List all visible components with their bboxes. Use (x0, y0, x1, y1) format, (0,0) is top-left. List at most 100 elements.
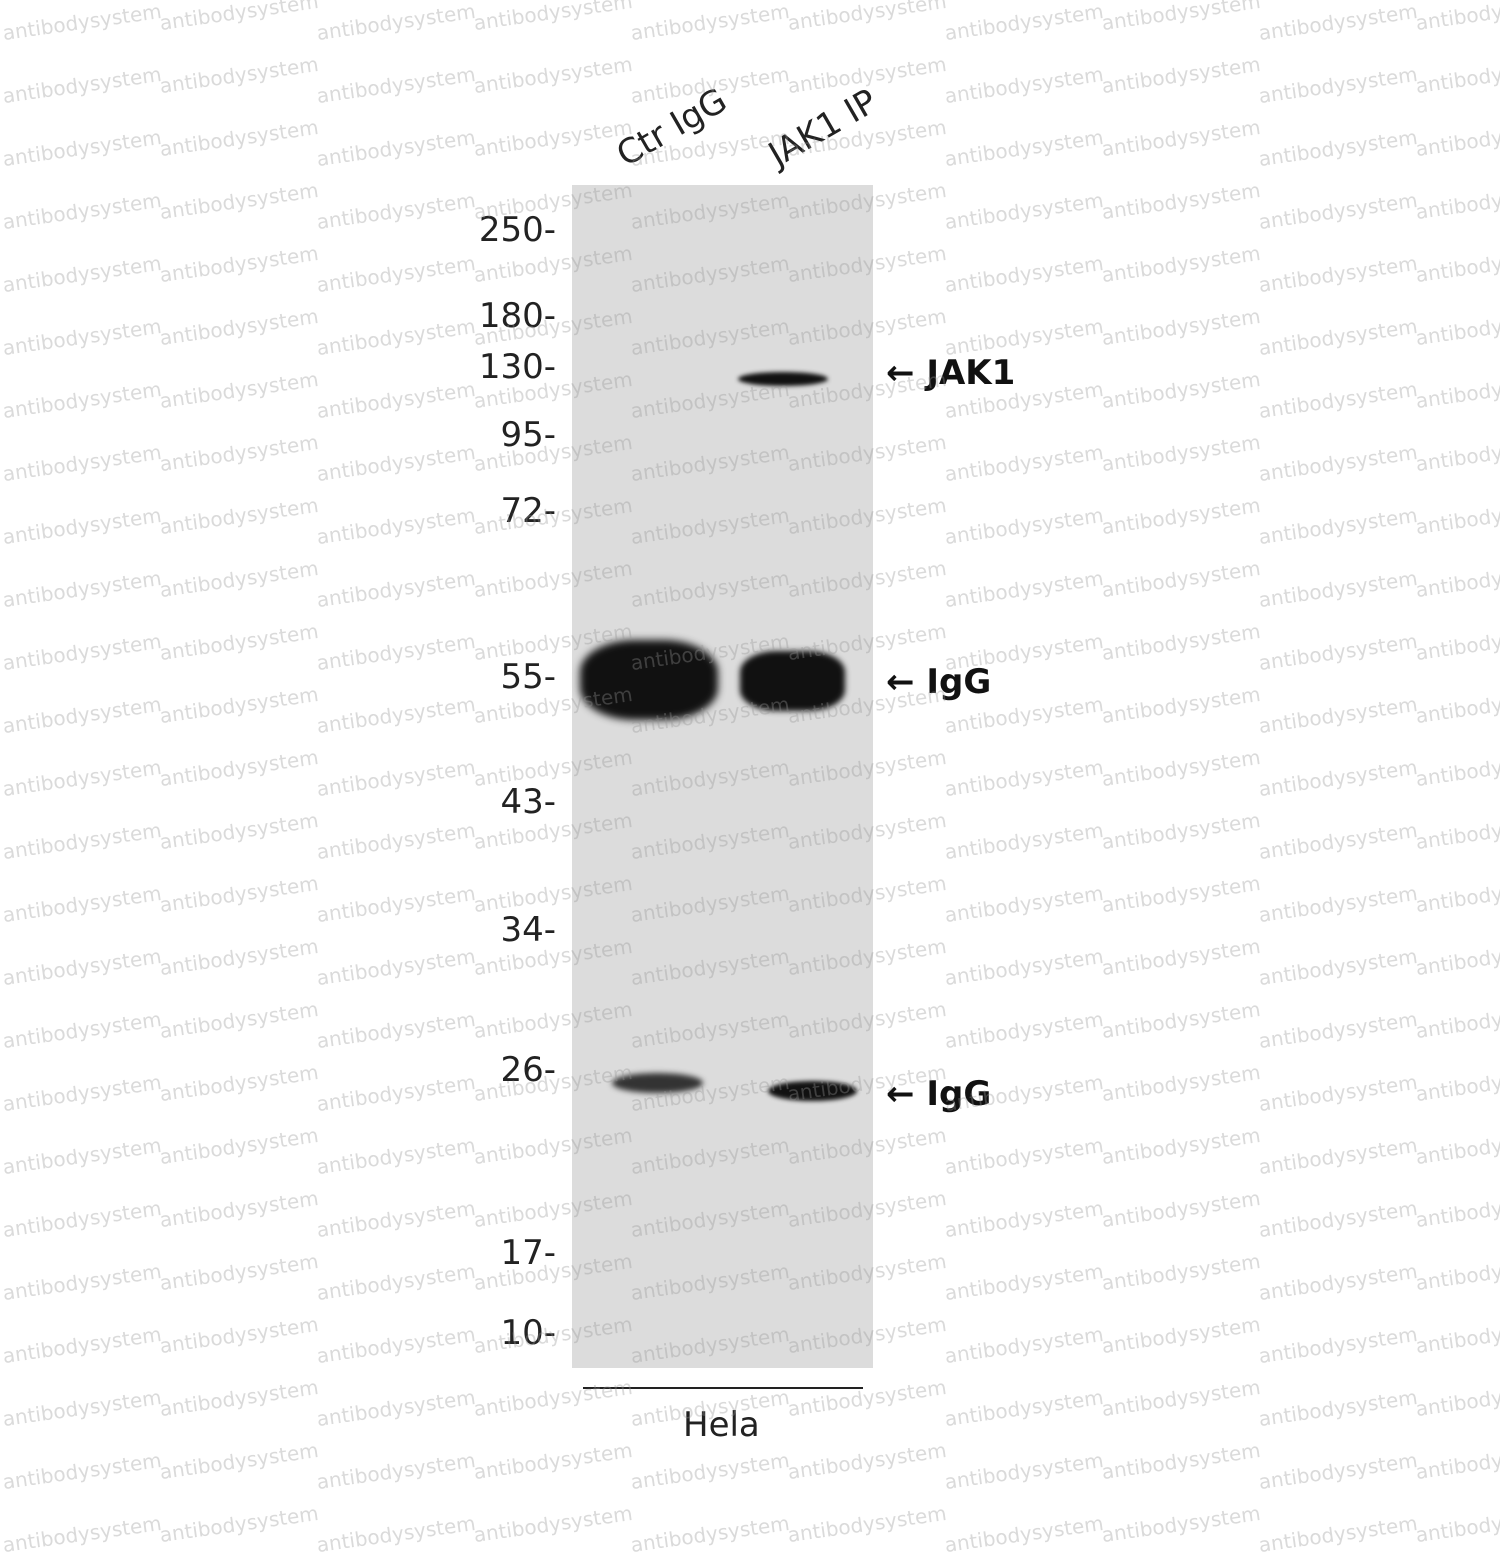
watermark-text: antibodysystem (1257, 1258, 1420, 1306)
watermark-text: antibodysystem (1100, 114, 1263, 162)
watermark-text: antibodysystem (1257, 691, 1420, 739)
watermark-text: antibodysystem (943, 1195, 1106, 1243)
watermark-text: antibodysystem (1257, 1510, 1420, 1557)
watermark-text: antibodysystem (1, 61, 164, 109)
watermark-text: antibodysystem (472, 1374, 635, 1422)
lane-label-ctr-igg: Ctr IgG (610, 80, 734, 175)
annotation-jak1: ← JAK1 (886, 353, 1016, 393)
watermark-text: antibodysystem (1100, 492, 1263, 540)
watermark-text: antibodysystem (1257, 313, 1420, 361)
sample-underline (583, 1387, 863, 1389)
watermark-text: antibodysystem (1414, 51, 1500, 99)
band-igg-heavy-ip (740, 651, 845, 711)
watermark-text: antibodysystem (1, 565, 164, 613)
band-igg-light-ip (768, 1081, 857, 1101)
watermark-text: antibodysystem (1, 0, 164, 46)
watermark-text: antibodysystem (1, 1069, 164, 1117)
watermark-text: antibodysystem (315, 628, 478, 676)
watermark-text: antibodysystem (315, 1006, 478, 1054)
watermark-text: antibodysystem (158, 870, 321, 918)
watermark-text: antibodysystem (1100, 744, 1263, 792)
sample-label: Hela (683, 1405, 760, 1445)
watermark-text: antibodysystem (1100, 366, 1263, 414)
watermark-text: antibodysystem (1100, 996, 1263, 1044)
watermark-text: antibodysystem (315, 376, 478, 424)
watermark-text: antibodysystem (158, 1122, 321, 1170)
watermark-text: antibodysystem (943, 880, 1106, 928)
watermark-text: antibodysystem (315, 187, 478, 235)
watermark-text: antibodysystem (1257, 439, 1420, 487)
watermark-text: antibodysystem (1100, 303, 1263, 351)
watermark-text: antibodysystem (943, 943, 1106, 991)
band-igg-heavy-ctr (580, 640, 718, 720)
watermark-text: antibodysystem (315, 1384, 478, 1432)
watermark-text: antibodysystem (1, 124, 164, 172)
watermark-text: antibodysystem (943, 1258, 1106, 1306)
watermark-text: antibodysystem (943, 565, 1106, 613)
marker-55: 55- (500, 657, 556, 697)
watermark-text: antibodysystem (1, 1258, 164, 1306)
blot-membrane (572, 185, 873, 1368)
watermark-text: antibodysystem (1414, 303, 1500, 351)
watermark-text: antibodysystem (315, 1069, 478, 1117)
watermark-text: antibodysystem (1414, 555, 1500, 603)
watermark-text: antibodysystem (315, 1132, 478, 1180)
watermark-text: antibodysystem (1257, 376, 1420, 424)
watermark-text: antibodysystem (943, 0, 1106, 46)
watermark-text: antibodysystem (158, 618, 321, 666)
watermark-text: antibodysystem (1, 187, 164, 235)
watermark-text: antibodysystem (1257, 943, 1420, 991)
watermark-text: antibodysystem (315, 880, 478, 928)
watermark-text: antibodysystem (158, 555, 321, 603)
band-igg-light-ctr (612, 1073, 703, 1093)
watermark-text: antibodysystem (1100, 429, 1263, 477)
watermark-text: antibodysystem (315, 1321, 478, 1369)
watermark-text: antibodysystem (1414, 1500, 1500, 1548)
watermark-text: antibodysystem (158, 807, 321, 855)
watermark-text: antibodysystem (158, 51, 321, 99)
watermark-text: antibodysystem (315, 61, 478, 109)
watermark-text: antibodysystem (1257, 1195, 1420, 1243)
watermark-text: antibodysystem (158, 996, 321, 1044)
watermark-text: antibodysystem (1414, 1311, 1500, 1359)
watermark-text: antibodysystem (1, 313, 164, 361)
watermark-text: antibodysystem (1100, 555, 1263, 603)
watermark-text: antibodysystem (1, 1132, 164, 1180)
watermark-text: antibodysystem (943, 1510, 1106, 1557)
watermark-text: antibodysystem (1100, 1311, 1263, 1359)
watermark-text: antibodysystem (943, 502, 1106, 550)
watermark-text: antibodysystem (1414, 1374, 1500, 1422)
watermark-text: antibodysystem (1257, 250, 1420, 298)
watermark-text: antibodysystem (943, 187, 1106, 235)
watermark-text: antibodysystem (472, 1437, 635, 1485)
watermark-text: antibodysystem (1100, 933, 1263, 981)
watermark-text: antibodysystem (315, 943, 478, 991)
watermark-text: antibodysystem (1257, 1384, 1420, 1432)
watermark-text: antibodysystem (1414, 114, 1500, 162)
watermark-text: antibodysystem (315, 1447, 478, 1495)
lane-label-jak1-ip: JAK1 IP (762, 81, 885, 175)
marker-180: 180- (478, 296, 556, 336)
watermark-text: antibodysystem (1257, 187, 1420, 235)
watermark-text: antibodysystem (1100, 1248, 1263, 1296)
watermark-text: antibodysystem (1100, 177, 1263, 225)
watermark-text: antibodysystem (1414, 744, 1500, 792)
watermark-text: antibodysystem (158, 1311, 321, 1359)
watermark-text: antibodysystem (1, 817, 164, 865)
watermark-text: antibodysystem (1257, 502, 1420, 550)
watermark-text: antibodysystem (786, 1374, 949, 1422)
watermark-text: antibodysystem (158, 933, 321, 981)
watermark-text: antibodysystem (1100, 240, 1263, 288)
watermark-text: antibodysystem (629, 1510, 792, 1557)
watermark-text: antibodysystem (472, 1500, 635, 1548)
watermark-text: antibodysystem (472, 51, 635, 99)
watermark-text: antibodysystem (1, 1447, 164, 1495)
watermark-text: antibodysystem (943, 439, 1106, 487)
watermark-text: antibodysystem (1, 1384, 164, 1432)
watermark-text: antibodysystem (158, 1374, 321, 1422)
watermark-text: antibodysystem (1, 943, 164, 991)
watermark-text: antibodysystem (1, 880, 164, 928)
watermark-text: antibodysystem (1414, 492, 1500, 540)
marker-10: 10- (500, 1313, 556, 1353)
watermark-text: antibodysystem (786, 1437, 949, 1485)
